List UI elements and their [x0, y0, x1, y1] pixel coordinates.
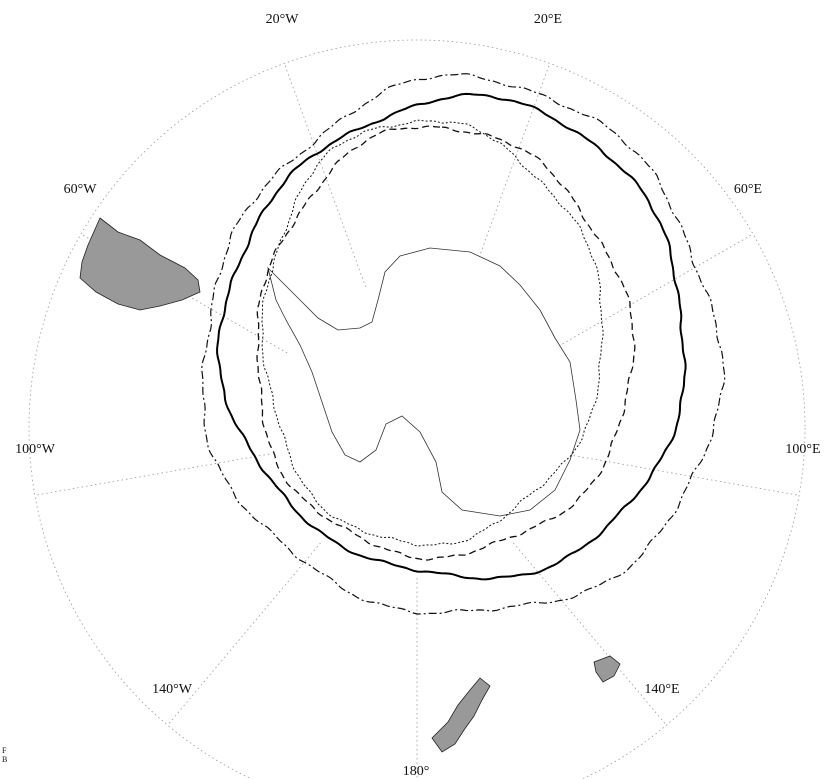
front-dotted: [261, 119, 604, 547]
front-solid: [216, 92, 687, 581]
front-dashed: [256, 125, 636, 561]
fronts: [201, 73, 726, 615]
lon-label: 60°E: [734, 182, 762, 197]
meridian: [564, 453, 800, 496]
lon-label: 180°: [403, 764, 430, 779]
corner-mark: B: [2, 755, 7, 764]
graticule-circle: [28, 39, 806, 779]
lon-label: 100°W: [15, 442, 56, 457]
corner-mark: F: [2, 746, 7, 755]
meridian: [467, 63, 551, 288]
lon-label: 140°E: [644, 682, 679, 697]
lon-label: 100°E: [785, 442, 820, 457]
front-outer: [201, 73, 726, 615]
tasmania: [593, 655, 621, 683]
meridian: [283, 63, 367, 288]
meridian: [546, 233, 754, 354]
new-zealand: [431, 677, 491, 753]
meridian: [167, 542, 321, 726]
south-america: [79, 217, 201, 311]
meridian: [34, 453, 270, 496]
lon-label: 20°W: [266, 12, 300, 27]
lon-label: 20°E: [534, 12, 562, 27]
lon-label: 60°W: [64, 182, 98, 197]
antarctica: [267, 247, 581, 517]
meridian: [513, 542, 667, 726]
lon-label: 140°W: [152, 682, 193, 697]
